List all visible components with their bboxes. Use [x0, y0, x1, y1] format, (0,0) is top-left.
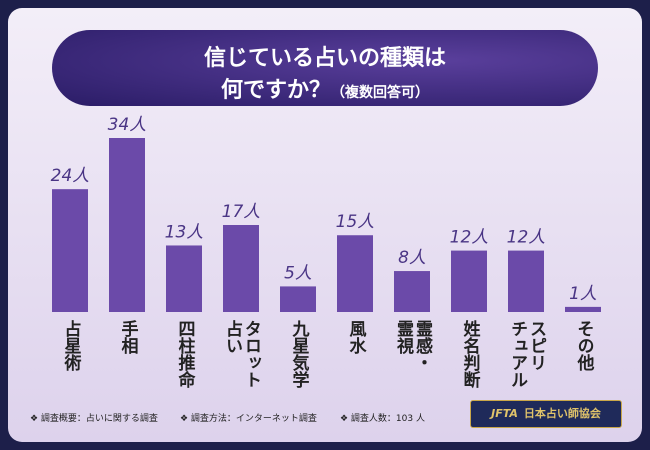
bar: [565, 306, 601, 312]
bar: [451, 250, 487, 312]
bar: [394, 271, 430, 312]
value-label: 12人: [450, 228, 489, 248]
category-label: 手相: [117, 320, 138, 354]
title-line: 何ですか？（複数回答可）: [52, 72, 598, 104]
value-label: 24人: [51, 166, 90, 186]
title-banner: 信じている占いの種類は 何ですか？（複数回答可）: [52, 30, 598, 106]
footer-note: ❖ 調査方法：インターネット調査: [180, 414, 317, 424]
value-label: 15人: [336, 212, 375, 232]
bar: [337, 235, 373, 312]
logo: JFTA 日本占い師協会: [470, 400, 622, 428]
value-label: 5人: [284, 263, 312, 283]
bar: [52, 189, 88, 312]
chart-title: 信じている占いの種類は: [203, 46, 446, 71]
category-label: 四柱推命: [174, 320, 195, 388]
value-label: 13人: [165, 222, 204, 242]
value-label: 8人: [398, 248, 426, 268]
footer-note: ❖ 調査人数：103 人: [340, 414, 425, 424]
bar: [280, 286, 316, 312]
category-label: 占星術: [60, 320, 81, 371]
category-label: 九星気学: [288, 320, 309, 388]
bar: [223, 225, 259, 312]
bar: [508, 250, 544, 312]
logo-mark: JFTA: [491, 407, 518, 420]
footer-note: ❖ 調査概要：占いに関する調査: [30, 414, 158, 424]
category-label: その他: [573, 320, 594, 371]
category-label: 風水: [345, 320, 366, 354]
value-label: 12人: [507, 228, 546, 248]
title-note: （複数回答可）: [331, 85, 429, 101]
bar: [166, 245, 202, 312]
chart-subtitle: 何ですか？: [220, 78, 331, 103]
value-label: 17人: [222, 202, 261, 222]
category-label: 霊感・ 霊視: [393, 320, 432, 371]
value-label: 34人: [108, 115, 147, 135]
value-label: 1人: [569, 284, 597, 304]
category-label: タロット 占い: [222, 320, 261, 388]
category-label: スピリ チュアル: [507, 320, 546, 388]
category-label: 姓名判断: [459, 320, 480, 388]
logo-name: 日本占い師協会: [523, 407, 601, 420]
bar: [109, 138, 145, 312]
